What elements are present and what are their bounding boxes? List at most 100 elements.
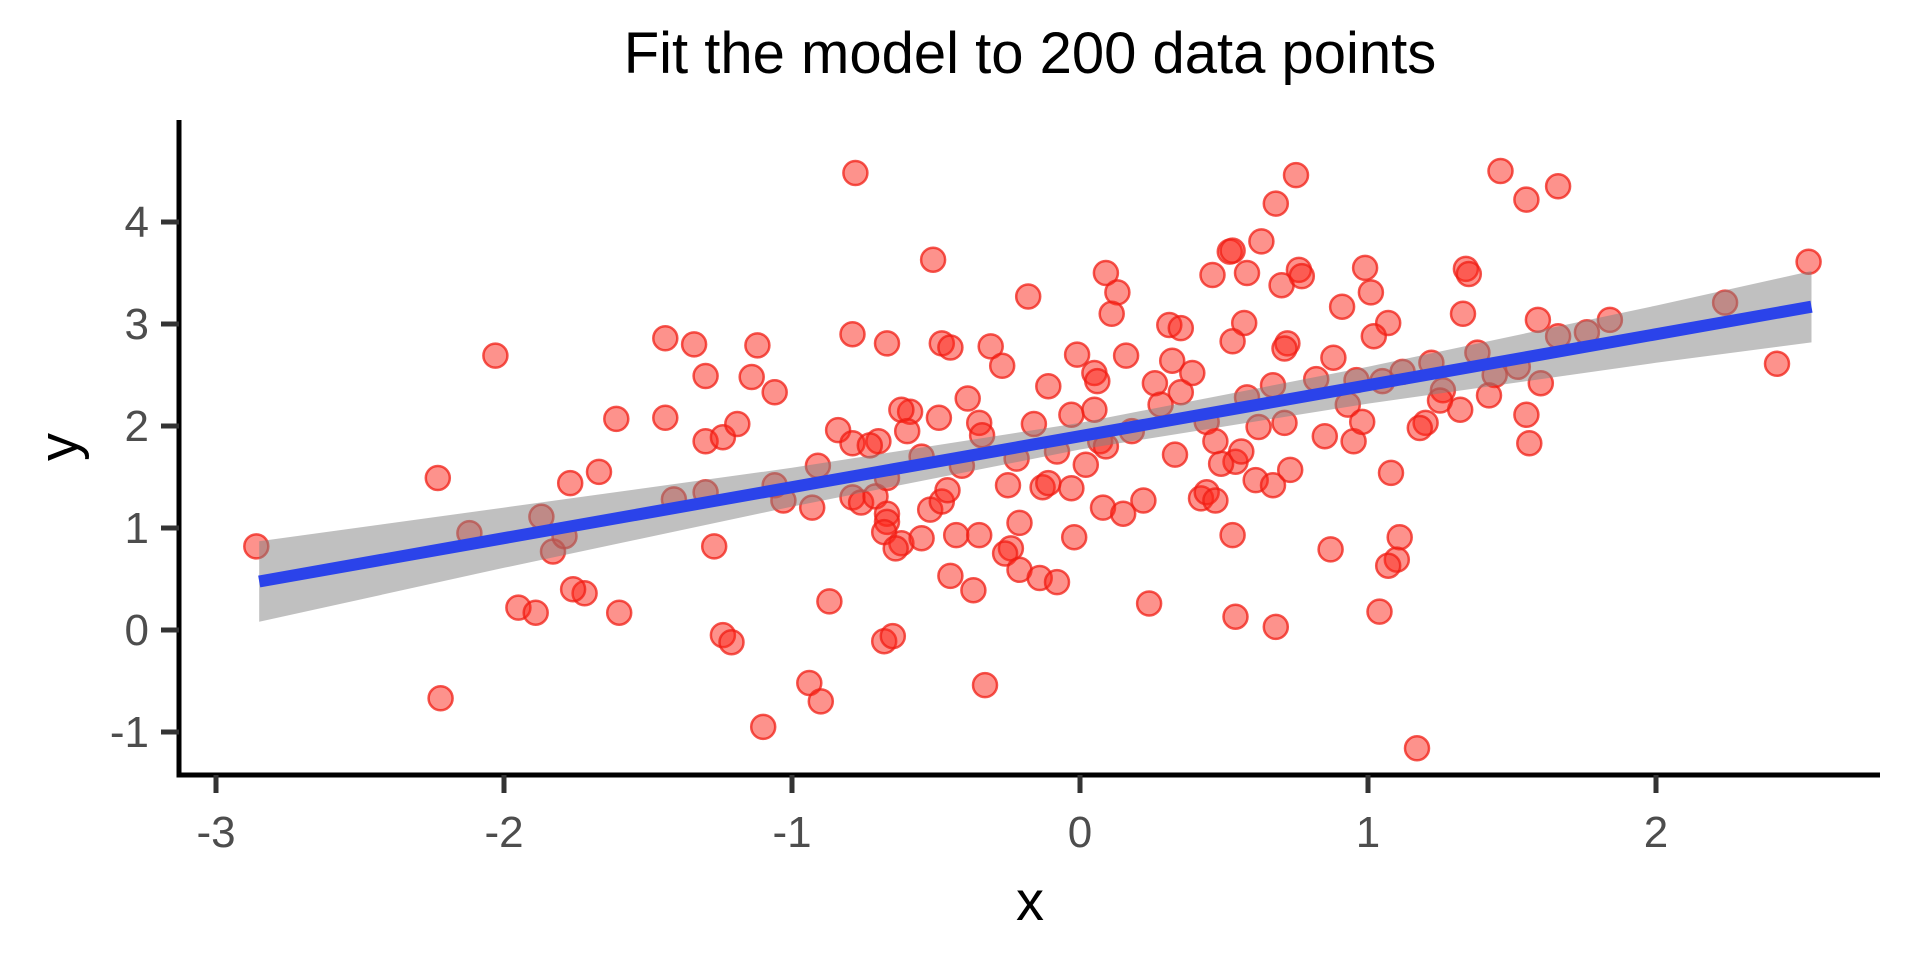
- data-point: [1348, 408, 1376, 436]
- data-point: [873, 330, 901, 357]
- data-point: [1104, 279, 1131, 306]
- data-point: [1763, 350, 1791, 378]
- data-point: [1141, 369, 1169, 397]
- data-point: [680, 331, 708, 358]
- data-point: [603, 405, 630, 433]
- data-point: [1351, 254, 1379, 282]
- data-point: [424, 464, 452, 492]
- data-point: [1158, 347, 1186, 374]
- data-point: [1135, 590, 1163, 617]
- data-point: [988, 352, 1016, 380]
- data-point: [1092, 259, 1120, 287]
- data-point: [1109, 500, 1137, 527]
- data-point: [1357, 279, 1385, 306]
- data-point: [934, 477, 961, 504]
- data-point: [1179, 359, 1206, 387]
- data-point: [1516, 430, 1543, 457]
- data-point: [1035, 372, 1062, 400]
- chart-title: Fit the model to 200 data points: [623, 21, 1437, 86]
- data-point: [1058, 474, 1085, 502]
- x-tick-label: 2: [1644, 808, 1668, 857]
- data-point: [724, 410, 751, 438]
- data-point: [1282, 161, 1310, 189]
- data-point: [1202, 487, 1229, 514]
- data-point: [1222, 603, 1249, 630]
- x-tick-label: -1: [772, 808, 811, 857]
- data-point: [605, 599, 633, 626]
- data-point: [1487, 157, 1514, 185]
- y-tick-label: 4: [125, 198, 149, 247]
- data-point: [1014, 283, 1042, 310]
- data-point: [1035, 469, 1062, 497]
- data-point: [954, 385, 981, 412]
- data-point: [1288, 262, 1316, 290]
- data-point: [1219, 237, 1246, 264]
- data-point: [585, 458, 613, 486]
- y-tick-label: 2: [125, 402, 149, 451]
- data-point: [1544, 173, 1572, 200]
- y-tick-label: 0: [125, 606, 149, 655]
- data-point: [1386, 523, 1413, 551]
- data-point: [1202, 428, 1229, 455]
- data-point: [879, 622, 907, 650]
- data-point: [893, 417, 921, 445]
- data-point: [1374, 552, 1402, 579]
- data-point: [1513, 186, 1540, 213]
- x-tick-label: 0: [1068, 808, 1092, 857]
- data-point: [1112, 342, 1140, 369]
- x-tick-label: -3: [196, 808, 235, 857]
- data-point: [1406, 414, 1434, 442]
- data-point: [1262, 190, 1290, 217]
- data-point: [1377, 459, 1405, 487]
- data-point: [1795, 248, 1822, 276]
- data-point: [1130, 487, 1157, 514]
- data-point: [919, 246, 947, 273]
- y-tick-label: -1: [110, 708, 149, 757]
- data-point: [1449, 300, 1477, 328]
- y-axis-title: y: [26, 433, 90, 461]
- data-point: [1060, 523, 1088, 551]
- data-point: [1228, 438, 1255, 465]
- data-point: [908, 524, 935, 552]
- data-point: [856, 432, 884, 459]
- data-point: [482, 342, 509, 369]
- data-point: [1311, 422, 1339, 450]
- data-point: [1084, 367, 1111, 395]
- data-point: [718, 628, 745, 656]
- data-point: [1328, 293, 1356, 320]
- data-point: [652, 325, 679, 352]
- data-point: [888, 396, 915, 423]
- data-point: [1276, 456, 1304, 484]
- data-point: [1063, 341, 1091, 368]
- data-point: [994, 471, 1022, 499]
- data-point: [1161, 441, 1189, 468]
- data-point: [1360, 322, 1388, 350]
- data-point: [744, 332, 771, 359]
- data-point: [1219, 521, 1246, 549]
- x-tick-label: -2: [484, 808, 523, 857]
- data-point: [1513, 401, 1540, 429]
- data-point: [1006, 509, 1033, 537]
- data-point: [1098, 300, 1125, 328]
- data-point: [942, 521, 970, 549]
- y-tick-label: 1: [125, 504, 149, 553]
- x-tick-label: 1: [1356, 808, 1380, 857]
- data-point: [1524, 306, 1552, 334]
- data-point: [1320, 344, 1347, 371]
- data-point: [559, 575, 587, 603]
- data-point: [761, 379, 788, 406]
- data-point: [1199, 261, 1226, 289]
- data-point: [965, 521, 993, 549]
- data-point: [977, 333, 1004, 360]
- data-point: [1455, 260, 1483, 288]
- data-point: [738, 363, 765, 391]
- data-point: [1043, 568, 1071, 596]
- data-point: [692, 362, 719, 390]
- data-point: [937, 334, 964, 361]
- data-point: [842, 159, 869, 187]
- data-point: [1403, 735, 1431, 762]
- data-point: [1317, 536, 1344, 563]
- data-point: [991, 540, 1019, 567]
